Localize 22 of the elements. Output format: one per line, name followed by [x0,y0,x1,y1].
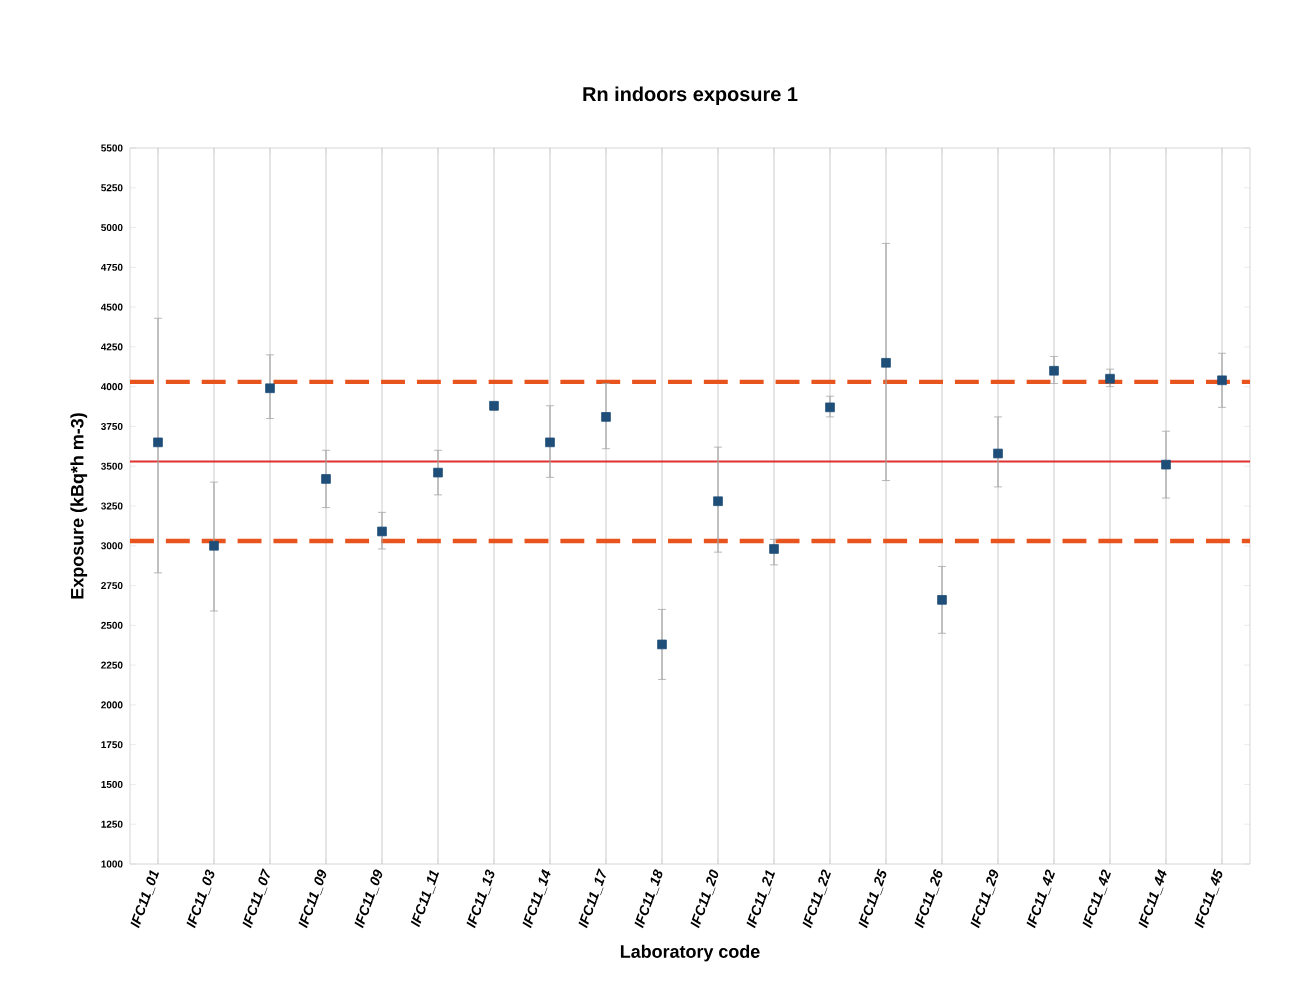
point [1049,365,1059,376]
point [433,467,443,478]
point [1161,459,1171,470]
point [825,402,835,413]
point [1217,375,1227,386]
point [1105,373,1115,384]
x-axis-title: Laboratory code [620,944,760,962]
point [601,412,611,422]
point [993,448,1003,459]
y-axis-title: Exposure (kBq*h m-3) [70,413,88,599]
point [377,526,387,537]
point [545,437,555,448]
point [881,358,891,368]
point [713,496,723,507]
point [657,639,667,650]
chart-title: Rn indoors exposure 1 [583,86,798,106]
point [937,595,947,605]
point [209,540,219,551]
point [265,383,275,394]
point [321,474,331,484]
point [769,544,779,554]
point [153,437,163,448]
